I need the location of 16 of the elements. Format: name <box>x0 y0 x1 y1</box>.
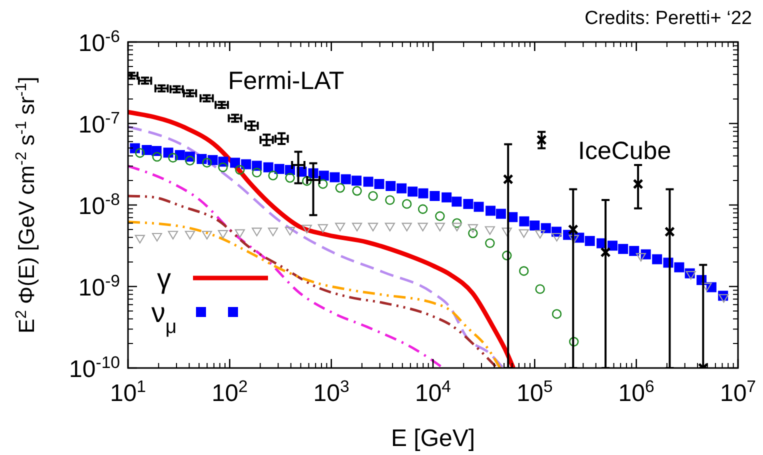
x-tick-label: 10$^{4}$ <box>414 376 452 407</box>
y-tick-label: 10$^{-7}$ <box>78 108 120 138</box>
legend-label: γ <box>157 263 171 294</box>
legend-label: ν$_{μ}$ <box>151 297 177 338</box>
text: Credits: Peretti+ ‘22 <box>584 8 752 29</box>
x-axis-title: E [GeV] <box>390 425 476 452</box>
y-tick-label: 10$^{-8}$ <box>78 190 120 220</box>
x-tick-label: 10$^{6}$ <box>618 376 654 407</box>
x-tick-label: 10$^{3}$ <box>313 376 350 407</box>
annotation: Fermi-LAT <box>228 67 344 95</box>
x-tick-label: 10$^{7}$ <box>720 376 756 407</box>
annotation: IceCube <box>578 137 672 165</box>
y-tick-label: 10$^{-9}$ <box>78 271 120 302</box>
x-tick-label: 10$^{5}$ <box>516 376 553 407</box>
y-tick-label: 10$^{-6}$ <box>78 26 120 57</box>
x-tick-label: 10$^{2}$ <box>212 376 248 407</box>
